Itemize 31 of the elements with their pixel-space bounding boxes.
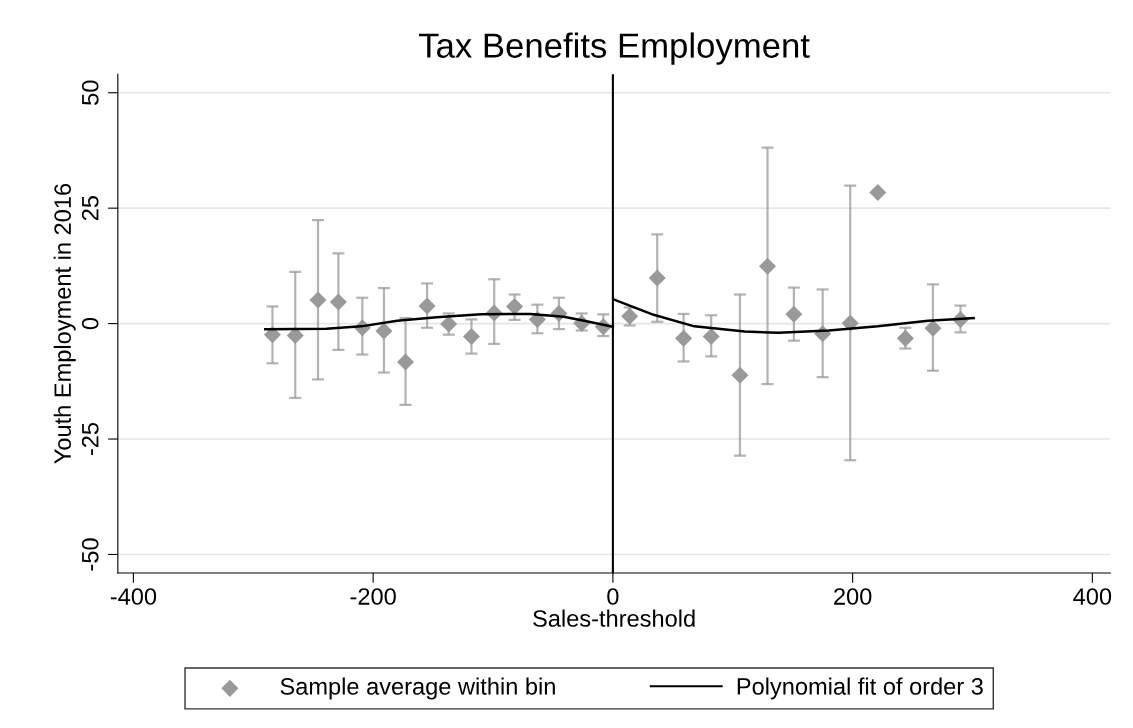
point [397, 353, 415, 371]
x-tick-label: -200 [350, 588, 396, 605]
point [924, 319, 942, 337]
point [375, 322, 393, 340]
point [785, 305, 803, 323]
chart-title: Tax Benefits Employment [419, 32, 810, 65]
legend-label: Sample average within bin [280, 677, 555, 700]
y-tick-label: 0 [81, 317, 99, 330]
x-tick-label: 200 [834, 588, 872, 605]
y-tick-label: -25 [81, 422, 99, 456]
point [731, 366, 749, 384]
x-tick-label: 0 [607, 588, 619, 605]
y-tick-label: 50 [81, 80, 99, 105]
point [759, 257, 777, 275]
legend-label: Polynomial fit of order 3 [737, 677, 983, 700]
point [286, 327, 304, 345]
y-axis-title: Youth Employment in 2016 [53, 183, 76, 464]
point [263, 326, 281, 344]
point [309, 291, 327, 309]
point [702, 328, 720, 346]
point [869, 183, 887, 201]
point [648, 269, 666, 287]
y-tick-label: 25 [81, 196, 99, 221]
x-tick-label: -400 [110, 588, 157, 605]
point [329, 293, 347, 311]
y-tick-label: -50 [81, 538, 99, 571]
point [462, 328, 480, 346]
x-axis-title: Sales-threshold [533, 609, 695, 627]
point [418, 297, 436, 315]
point [675, 329, 693, 347]
x-tick-label: 400 [1073, 588, 1112, 605]
